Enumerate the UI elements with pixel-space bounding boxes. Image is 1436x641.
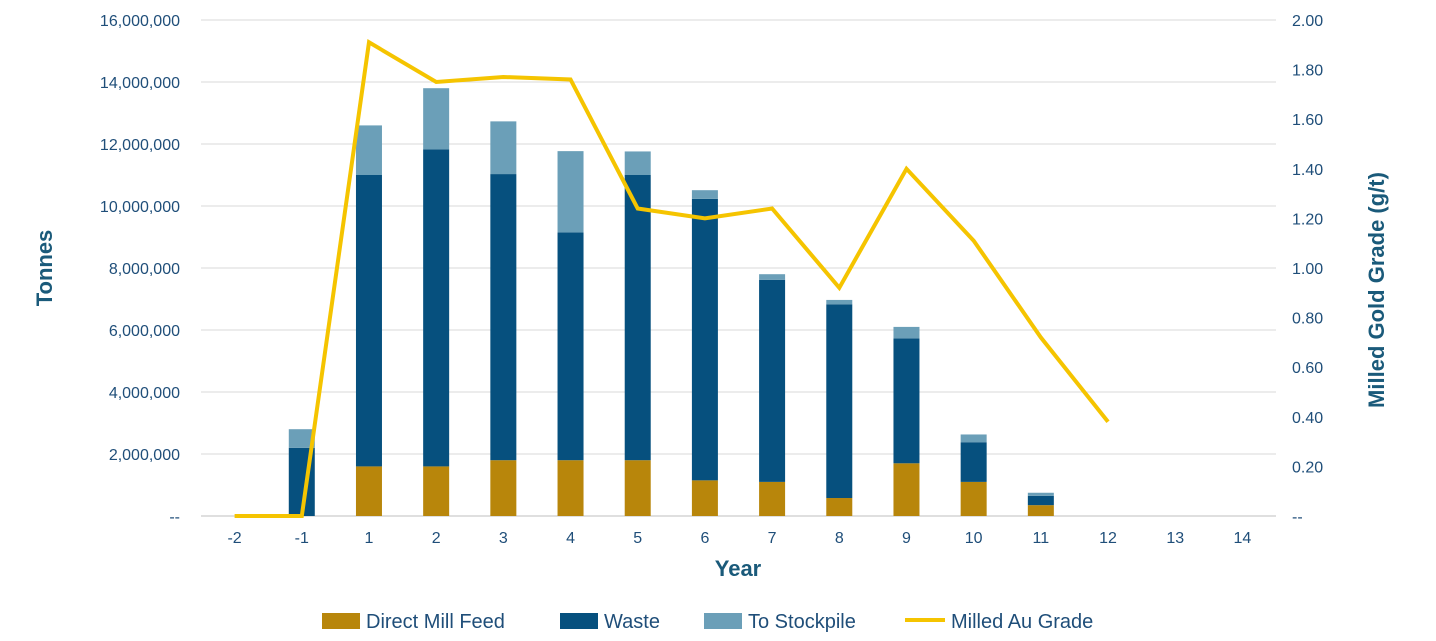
y-tick-label: 8,000,000: [109, 261, 180, 278]
legend-label: Direct Mill Feed: [366, 611, 505, 633]
x-axis-title: Year: [715, 556, 762, 581]
bar-direct-mill-feed: [624, 460, 651, 516]
legend-item: Waste: [560, 611, 660, 633]
bar-waste: [557, 232, 584, 461]
bar-waste: [893, 338, 920, 464]
bar-to-stockpile: [624, 151, 651, 175]
y-tick-label: --: [169, 509, 180, 526]
y-tick-label: 10,000,000: [100, 199, 180, 216]
x-tick-label: -1: [295, 530, 309, 547]
bar-waste: [759, 279, 786, 482]
y2-tick-label: 1.80: [1292, 63, 1323, 80]
y2-tick-label: 1.40: [1292, 162, 1323, 179]
y2-tick-label: --: [1292, 509, 1303, 526]
y2-tick-label: 0.40: [1292, 410, 1323, 427]
legend-item: To Stockpile: [704, 611, 856, 633]
y-axis-right: -- 0.20 0.40 0.60 0.80 1.00 1.20 1.40 1.60 1.80 2.…: [1292, 13, 1323, 526]
bar-to-stockpile: [691, 190, 718, 199]
x-tick-label: 5: [633, 530, 642, 547]
x-tick-label: 12: [1099, 530, 1117, 547]
bar-to-stockpile: [423, 88, 450, 150]
y-tick-label: 16,000,000: [100, 13, 180, 30]
x-tick-label: 14: [1234, 530, 1252, 547]
x-tick-label: 7: [768, 530, 777, 547]
legend-swatch: [704, 613, 742, 629]
bar-to-stockpile: [355, 125, 382, 175]
legend-label: Waste: [604, 611, 660, 633]
x-tick-label: 1: [365, 530, 374, 547]
bar-to-stockpile: [490, 121, 517, 175]
y-axis-left: -- 2,000,000 4,000,000 6,000,000 8,000,000 10…: [100, 13, 180, 526]
legend-label: Milled Au Grade: [951, 611, 1093, 633]
bar-to-stockpile: [960, 434, 987, 443]
bar-waste: [826, 304, 853, 499]
bar-waste: [624, 175, 651, 461]
bar-direct-mill-feed: [691, 480, 718, 516]
y2-tick-label: 1.60: [1292, 112, 1323, 129]
bar-to-stockpile: [826, 299, 853, 305]
x-tick-label: 13: [1166, 530, 1184, 547]
y2-tick-label: 0.20: [1292, 459, 1323, 476]
x-tick-label: 2: [432, 530, 441, 547]
grade-line-layer: [234, 39, 1110, 518]
y-axis-title: Tonnes: [32, 230, 57, 307]
bar-waste: [691, 198, 718, 481]
bar-direct-mill-feed: [1027, 505, 1054, 516]
bar-to-stockpile: [557, 151, 584, 233]
x-tick-label: 11: [1033, 530, 1050, 547]
bar-waste: [960, 442, 987, 482]
legend-swatch: [560, 613, 598, 629]
bars-layer: [288, 88, 1054, 516]
line-milled-au-grade: [234, 39, 1110, 518]
y-tick-label: 2,000,000: [109, 447, 180, 464]
bar-to-stockpile: [759, 274, 786, 280]
y2-tick-label: 1.00: [1292, 261, 1323, 278]
bar-direct-mill-feed: [826, 498, 853, 516]
y2-tick-label: 0.80: [1292, 311, 1323, 328]
bar-direct-mill-feed: [759, 481, 786, 516]
legend-swatch: [322, 613, 360, 629]
x-tick-label: 4: [566, 530, 575, 547]
y2-tick-label: 1.20: [1292, 211, 1323, 228]
x-tick-label: -2: [227, 530, 241, 547]
x-tick-label: 6: [700, 530, 709, 547]
bar-direct-mill-feed: [490, 460, 517, 516]
bar-direct-mill-feed: [355, 466, 382, 516]
bar-waste: [355, 175, 382, 467]
x-axis: -2 -1 1 2 3 4 5 6 7 8 9 10 11 12 13 14: [227, 530, 1251, 547]
bar-direct-mill-feed: [557, 460, 584, 516]
bar-direct-mill-feed: [423, 466, 450, 516]
legend: Direct Mill Feed Waste To Stockpile Milled …: [322, 611, 1093, 633]
bar-waste: [1027, 495, 1054, 506]
y2-axis-title: Milled Gold Grade (g/t): [1364, 172, 1389, 408]
legend-item: Direct Mill Feed: [322, 611, 505, 633]
y-tick-label: 12,000,000: [100, 137, 180, 154]
y-tick-label: 6,000,000: [109, 323, 180, 340]
x-tick-label: 8: [835, 530, 844, 547]
legend-item: Milled Au Grade: [905, 611, 1093, 633]
y2-tick-label: 0.60: [1292, 360, 1323, 377]
y-tick-label: 4,000,000: [109, 385, 180, 402]
legend-label: To Stockpile: [748, 611, 856, 633]
bar-waste: [490, 174, 517, 461]
x-tick-label: 9: [902, 530, 911, 547]
bar-to-stockpile: [893, 326, 920, 339]
y2-tick-label: 2.00: [1292, 13, 1323, 30]
x-tick-label: 10: [965, 530, 983, 547]
bar-to-stockpile: [288, 429, 315, 448]
bar-direct-mill-feed: [893, 463, 920, 516]
y-tick-label: 14,000,000: [100, 75, 180, 92]
bar-waste: [423, 149, 450, 467]
bar-direct-mill-feed: [960, 481, 987, 516]
x-tick-label: 3: [499, 530, 508, 547]
bar-to-stockpile: [1027, 492, 1054, 496]
